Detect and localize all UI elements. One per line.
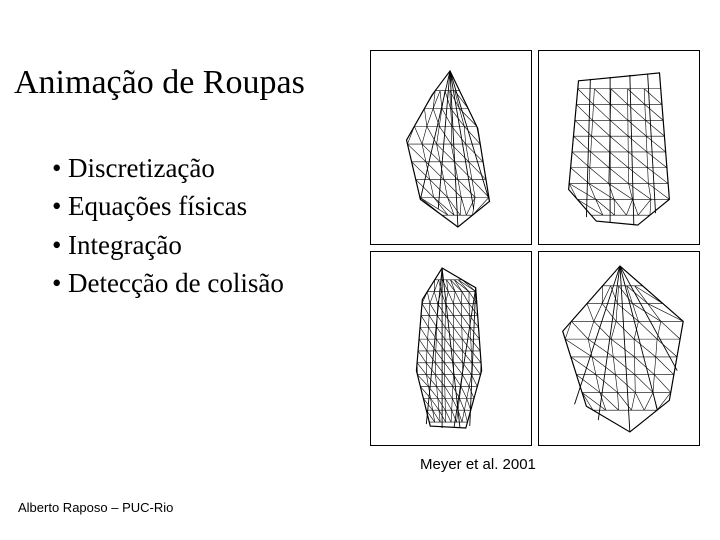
footer-author: Alberto Raposo – PUC-Rio bbox=[18, 500, 173, 515]
bullet-text: Equações físicas bbox=[68, 191, 247, 221]
bullet-marker: • bbox=[52, 188, 68, 224]
figure-caption: Meyer et al. 2001 bbox=[420, 456, 536, 473]
cloth-mesh-icon bbox=[539, 51, 699, 244]
bullet-marker: • bbox=[52, 227, 68, 263]
list-item: •Integração bbox=[52, 227, 284, 263]
slide: Animação de Roupas •Discretização •Equaç… bbox=[0, 0, 720, 540]
list-item: •Detecção de colisão bbox=[52, 265, 284, 301]
cloth-mesh-icon bbox=[371, 252, 531, 445]
bullet-text: Discretização bbox=[68, 153, 215, 183]
mesh-panel-2 bbox=[538, 50, 700, 245]
figure-grid bbox=[370, 50, 700, 446]
mesh-panel-1 bbox=[370, 50, 532, 245]
cloth-mesh-icon bbox=[371, 51, 531, 244]
mesh-panel-3 bbox=[370, 251, 532, 446]
bullet-text: Detecção de colisão bbox=[68, 268, 284, 298]
cloth-mesh-icon bbox=[539, 252, 699, 445]
page-title: Animação de Roupas bbox=[14, 64, 305, 102]
mesh-panel-4 bbox=[538, 251, 700, 446]
bullet-text: Integração bbox=[68, 230, 182, 260]
bullet-list: •Discretização •Equações físicas •Integr… bbox=[52, 150, 284, 304]
list-item: •Discretização bbox=[52, 150, 284, 186]
bullet-marker: • bbox=[52, 265, 68, 301]
bullet-marker: • bbox=[52, 150, 68, 186]
list-item: •Equações físicas bbox=[52, 188, 284, 224]
